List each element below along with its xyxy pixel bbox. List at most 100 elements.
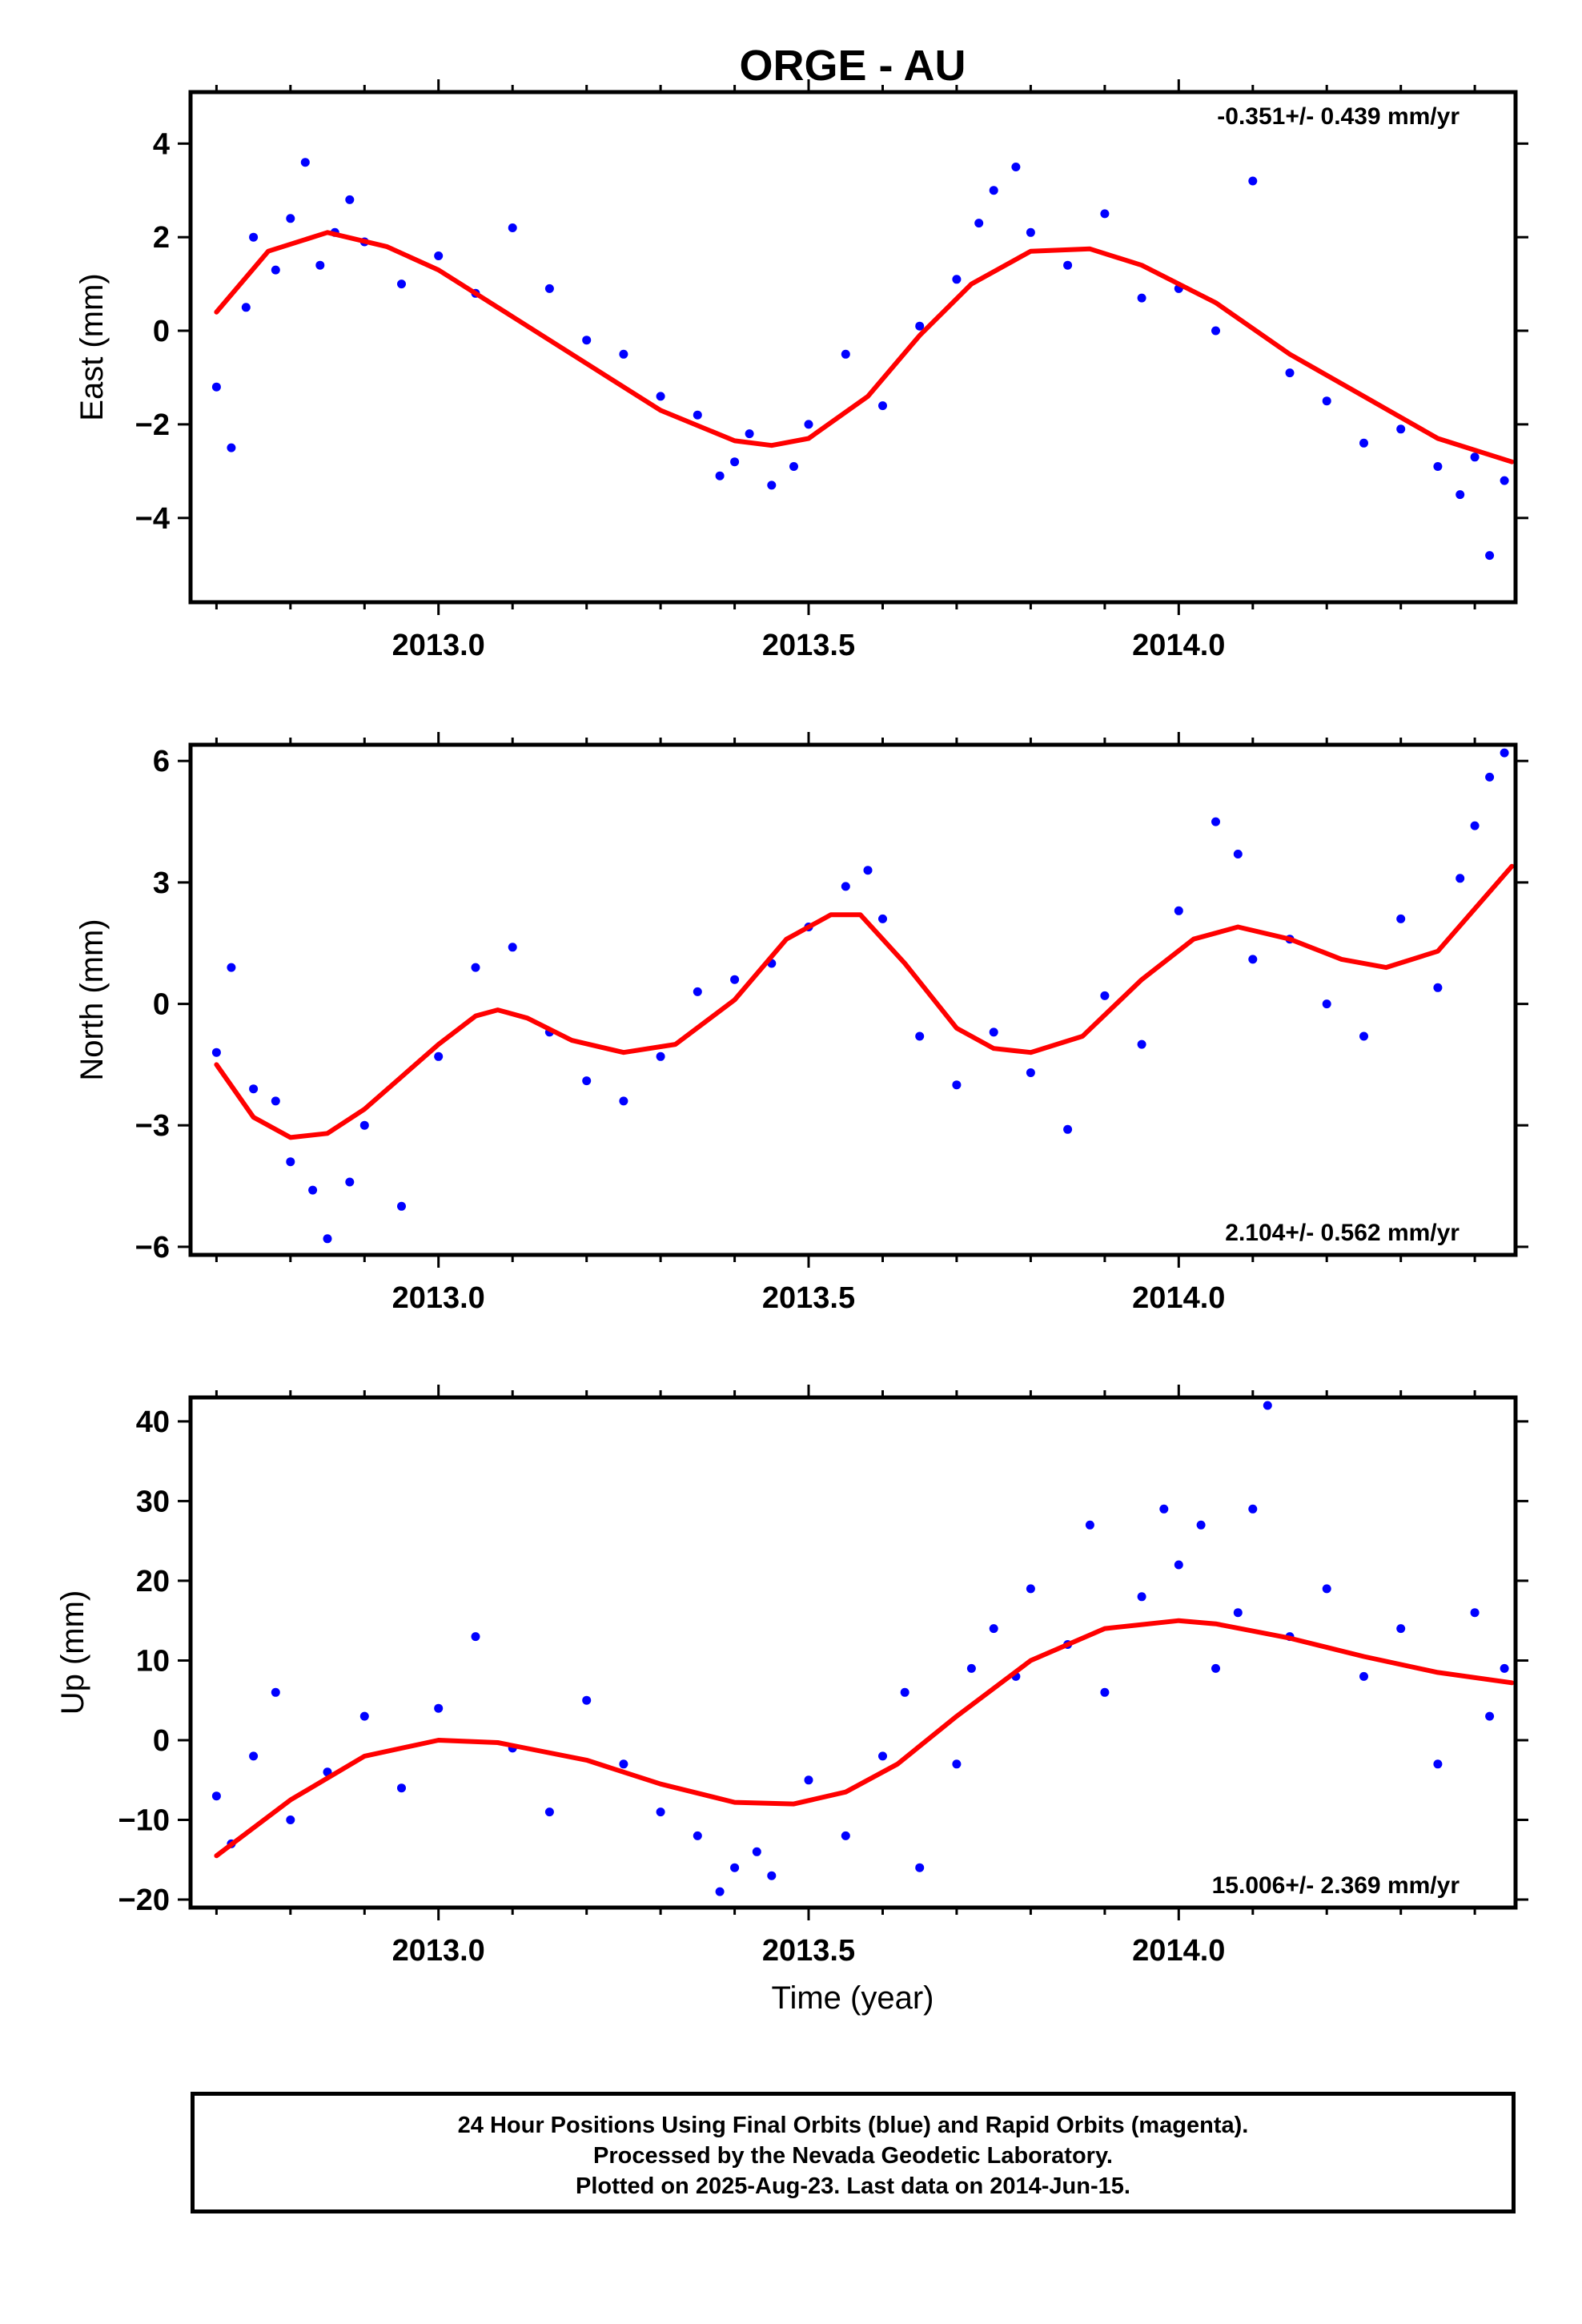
up-data-point xyxy=(211,1791,221,1801)
east-data-point xyxy=(1433,462,1443,471)
east-x-tick-label: 2013.5 xyxy=(762,629,855,662)
up-data-point xyxy=(878,1751,887,1761)
up-data-point xyxy=(900,1687,909,1697)
up-data-point xyxy=(1433,1759,1443,1769)
east-x-tick-label: 2013.0 xyxy=(392,629,485,662)
east-data-point xyxy=(974,219,984,228)
north-data-point xyxy=(471,963,480,972)
up-data-point xyxy=(1085,1520,1094,1530)
north-data-point xyxy=(1396,914,1406,923)
east-data-point xyxy=(249,232,259,242)
east-data-point xyxy=(286,214,295,223)
east-data-point xyxy=(767,480,777,490)
north-data-point xyxy=(323,1234,332,1244)
east-data-point xyxy=(345,195,355,204)
up-y-tick-label: 30 xyxy=(136,1485,170,1518)
up-y-tick-label: 0 xyxy=(153,1724,170,1758)
up-y-tick-label: 20 xyxy=(136,1565,170,1598)
north-data-point xyxy=(227,963,236,972)
up-data-point xyxy=(1248,1504,1258,1514)
east-y-axis-label: East (mm) xyxy=(74,273,110,420)
east-data-point xyxy=(619,349,628,359)
footer-line-1: 24 Hour Positions Using Final Orbits (bl… xyxy=(457,2113,1249,2138)
east-data-point xyxy=(1063,260,1073,270)
east-data-point xyxy=(1100,209,1110,219)
north-y-tick-label: 0 xyxy=(153,988,170,1022)
up-data-point xyxy=(656,1807,665,1817)
up-data-point xyxy=(1026,1584,1035,1594)
east-data-point xyxy=(1248,176,1258,186)
east-data-point xyxy=(1485,551,1495,561)
east-data-point xyxy=(804,420,813,429)
east-rate-label: -0.351+/- 0.439 mm/yr xyxy=(1217,103,1460,130)
north-data-point xyxy=(989,1027,998,1037)
up-y-tick-label: −20 xyxy=(118,1884,170,1917)
north-data-point xyxy=(308,1185,318,1195)
up-data-point xyxy=(952,1759,962,1769)
east-data-point xyxy=(211,382,221,392)
north-data-point xyxy=(915,1031,925,1041)
up-data-point xyxy=(471,1632,480,1642)
east-data-point xyxy=(315,260,325,270)
up-data-point xyxy=(915,1863,925,1872)
up-data-point xyxy=(286,1815,295,1824)
up-y-axis-label: Up (mm) xyxy=(55,1590,90,1715)
up-data-point xyxy=(544,1807,554,1817)
footer-line-2: Processed by the Nevada Geodetic Laborat… xyxy=(593,2143,1113,2169)
north-data-point xyxy=(345,1177,355,1187)
north-y-axis-label: North (mm) xyxy=(74,919,110,1080)
north-x-tick-label: 2013.5 xyxy=(762,1281,855,1315)
east-data-point xyxy=(1359,438,1368,448)
north-x-tick-label: 2013.0 xyxy=(392,1281,485,1315)
north-data-point xyxy=(1233,850,1243,858)
up-data-point xyxy=(1233,1608,1243,1618)
north-data-point xyxy=(1500,748,1509,758)
north-x-tick-label: 2014.0 xyxy=(1132,1281,1225,1315)
east-data-point xyxy=(1322,396,1331,406)
north-data-point xyxy=(508,943,517,952)
east-data-point xyxy=(1026,227,1035,237)
north-data-point xyxy=(1433,983,1443,992)
east-data-point xyxy=(397,279,406,289)
north-data-point xyxy=(863,866,873,875)
up-x-tick-label: 2013.5 xyxy=(762,1934,855,1968)
up-data-point xyxy=(989,1624,998,1634)
north-y-tick-label: −6 xyxy=(135,1231,170,1265)
east-plot-frame xyxy=(188,90,1518,605)
north-data-point xyxy=(952,1080,962,1090)
east-data-point xyxy=(241,303,251,312)
east-data-point xyxy=(434,251,444,260)
north-data-point xyxy=(1485,772,1495,782)
east-data-point xyxy=(693,410,702,420)
north-y-tick-label: −3 xyxy=(135,1109,170,1143)
east-y-tick-label: 0 xyxy=(153,315,170,348)
north-data-point xyxy=(249,1084,259,1094)
north-data-point xyxy=(693,987,702,996)
north-y-tick-label: 3 xyxy=(153,866,170,900)
up-data-point xyxy=(693,1831,702,1840)
east-data-point xyxy=(1470,452,1480,462)
east-data-point xyxy=(300,158,310,167)
up-y-tick-label: −10 xyxy=(118,1804,170,1838)
east-data-point xyxy=(1456,490,1465,500)
east-data-point xyxy=(271,265,280,275)
north-data-point xyxy=(730,975,740,984)
up-fit-curve xyxy=(214,1618,1515,1859)
east-data-point xyxy=(1500,476,1509,485)
north-data-point xyxy=(359,1120,369,1130)
up-x-tick-label: 2014.0 xyxy=(1132,1934,1225,1968)
chart-title: ORGE - AU xyxy=(740,42,966,90)
up-data-point xyxy=(715,1887,725,1896)
up-data-point xyxy=(841,1831,850,1840)
east-panel: 2013.0 2013.5 2014.0 4 2 0 −2 −4 East (mm) -0.351… xyxy=(74,79,1528,662)
up-data-point xyxy=(397,1783,406,1793)
north-data-point xyxy=(619,1096,628,1106)
footer-line-3: Plotted on 2025-Aug-23. Last data on 201… xyxy=(576,2173,1130,2199)
north-data-point xyxy=(1322,999,1331,1009)
east-y-tick-label: −2 xyxy=(135,408,170,442)
up-data-point xyxy=(1485,1711,1495,1721)
east-data-point xyxy=(582,336,592,345)
up-data-point xyxy=(619,1759,628,1769)
up-data-point xyxy=(1196,1520,1206,1530)
north-data-point xyxy=(271,1096,280,1106)
